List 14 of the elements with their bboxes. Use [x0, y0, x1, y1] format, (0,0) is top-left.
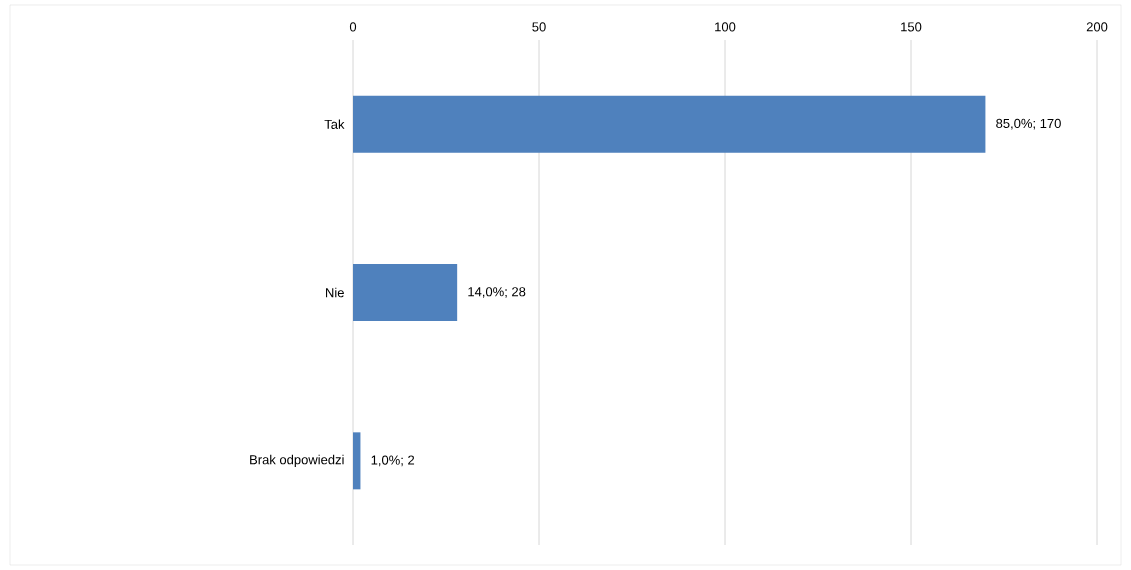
x-tick-label: 200 [1086, 22, 1108, 32]
y-tick-label: Tak [324, 119, 345, 129]
data-label: 1,0%; 2 [371, 455, 415, 467]
bar [353, 95, 986, 153]
bar [353, 432, 361, 490]
x-tick-label: 150 [901, 22, 922, 32]
x-tick-label: 50 [532, 22, 546, 32]
data-label: 14,0%; 28 [468, 287, 526, 298]
bar [353, 264, 458, 321]
x-tick-label: 100 [715, 22, 736, 32]
data-label: 85,0%; 170 [996, 118, 1061, 130]
y-tick-label: Nie [326, 287, 344, 298]
y-tick-label: Brak odpowiedzi [250, 454, 344, 467]
x-tick-label: 0 [349, 22, 357, 32]
